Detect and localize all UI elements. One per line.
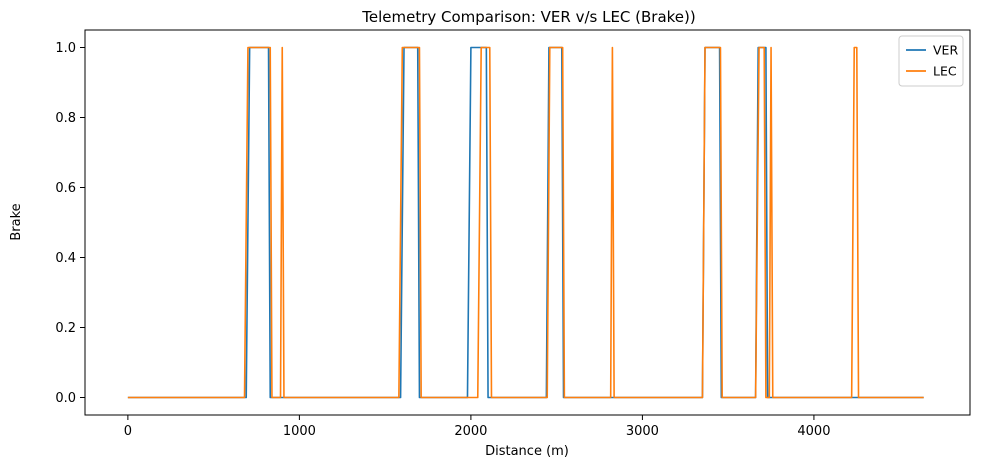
- legend-label-ver: VER: [933, 43, 958, 58]
- y-tick-label: 0.6: [55, 181, 76, 196]
- y-axis: 0.0 0.2 0.4 0.6 0.8 1.0: [55, 41, 85, 406]
- legend: VER LEC: [898, 35, 964, 87]
- series-line-lec: [127, 46, 924, 399]
- x-tick-label: 0: [124, 424, 132, 439]
- y-tick-label: 0.0: [55, 391, 76, 406]
- x-tick-label: 4000: [797, 424, 830, 439]
- x-axis: 0 1000 2000 3000 4000: [124, 415, 830, 439]
- x-tick-label: 3000: [626, 424, 659, 439]
- x-tick-label: 2000: [454, 424, 487, 439]
- y-tick-label: 0.8: [55, 111, 76, 126]
- plot-area: [127, 46, 924, 399]
- y-tick-label: 0.4: [55, 251, 76, 266]
- y-tick-label: 0.2: [55, 321, 76, 336]
- y-tick-label: 1.0: [55, 41, 76, 56]
- legend-label-lec: LEC: [933, 64, 957, 79]
- legend-box: [898, 35, 964, 87]
- x-axis-label: Distance (m): [485, 444, 569, 459]
- chart-title: Telemetry Comparison: VER v/s LEC (Brake…: [361, 8, 696, 26]
- y-axis-label: Brake: [9, 203, 24, 240]
- x-tick-label: 1000: [283, 424, 316, 439]
- plot-frame: [84, 29, 971, 416]
